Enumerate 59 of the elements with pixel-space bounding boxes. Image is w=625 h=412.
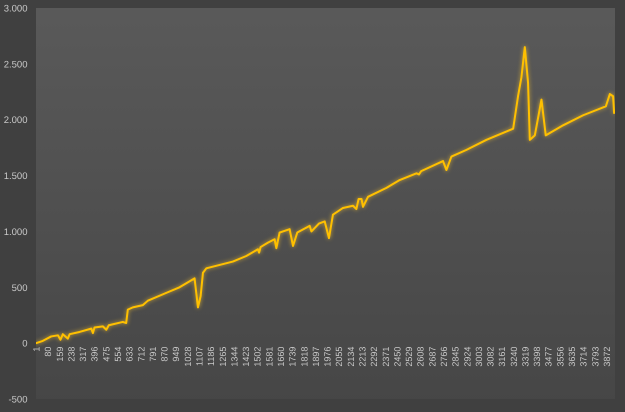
x-tick-label: 3477	[544, 346, 554, 367]
x-tick-label: 1818	[299, 346, 310, 367]
x-tick-label: 2924	[462, 346, 472, 367]
x-tick-label: 633	[124, 346, 135, 362]
x-tick-label: 1739	[288, 346, 298, 367]
x-tick-label: 1976	[322, 346, 333, 367]
x-tick-label: 1028	[182, 346, 193, 367]
x-tick-label: 3161	[497, 346, 508, 367]
x-tick-label: 2845	[450, 346, 461, 367]
x-tick-label: 2450	[392, 346, 402, 367]
x-tick-label: 2766	[438, 346, 449, 367]
x-tick-label: 475	[101, 346, 112, 362]
x-tick-label: 2055	[334, 346, 344, 367]
x-tick-label: 1502	[252, 346, 263, 367]
x-tick-label: 3635	[567, 346, 578, 367]
x-tick-label: 949	[171, 346, 182, 362]
x-tick-label: 1265	[218, 346, 228, 367]
y-tick-label: 2.500	[4, 59, 28, 70]
y-tick-label: 500	[12, 282, 28, 294]
x-tick-label: 2134	[346, 346, 356, 367]
line-series	[36, 46, 615, 344]
x-tick-label: 1897	[310, 346, 321, 367]
x-tick-label: 791	[148, 346, 158, 362]
x-tick-label: 3240	[508, 346, 519, 367]
x-tick-label: 3714	[578, 346, 589, 367]
x-tick-label: 2529	[404, 346, 414, 367]
y-tick-label: 2.000	[4, 115, 28, 126]
x-tick-label: 1107	[194, 346, 204, 366]
x-tick-label: 238	[66, 346, 76, 362]
y-tick-label: 1.500	[4, 171, 28, 182]
x-tick-label: 80	[43, 346, 54, 357]
x-tick-label: 3319	[520, 346, 530, 367]
x-tick-label: 159	[54, 346, 65, 362]
x-tick-label: 317	[78, 346, 88, 362]
x-tick-label: 3556	[555, 346, 566, 367]
x-tick-label: 3398	[532, 346, 542, 367]
y-tick-label: 1.000	[4, 226, 28, 238]
x-tick-label: 870	[160, 346, 170, 362]
x-tick-label: 2687	[427, 346, 438, 367]
x-tick-label: 2213	[357, 346, 368, 367]
x-tick-label: 1660	[276, 346, 286, 367]
x-tick-label: 3872	[602, 346, 612, 367]
x-tick-label: 554	[112, 346, 123, 362]
x-tick-label: 2371	[380, 346, 391, 367]
x-tick-label: 2608	[416, 346, 426, 367]
x-tick-label: 1344	[229, 346, 240, 367]
x-tick-label: 3793	[590, 346, 600, 367]
x-tick-label: 1	[32, 346, 42, 352]
y-tick-label: -500	[8, 394, 28, 406]
x-tick-label: 2292	[369, 346, 380, 367]
x-tick-label: 1186	[206, 346, 216, 366]
x-tick-label: 1423	[241, 346, 252, 367]
x-tick-label: 3082	[486, 346, 496, 367]
x-tick-label: 396	[90, 346, 100, 362]
x-tick-label: 3003	[474, 346, 484, 367]
x-tick-label: 712	[136, 346, 146, 362]
y-tick-label: 3.000	[4, 4, 28, 14]
x-tick-label: 1581	[264, 346, 274, 367]
y-tick-label: 0	[22, 338, 28, 350]
